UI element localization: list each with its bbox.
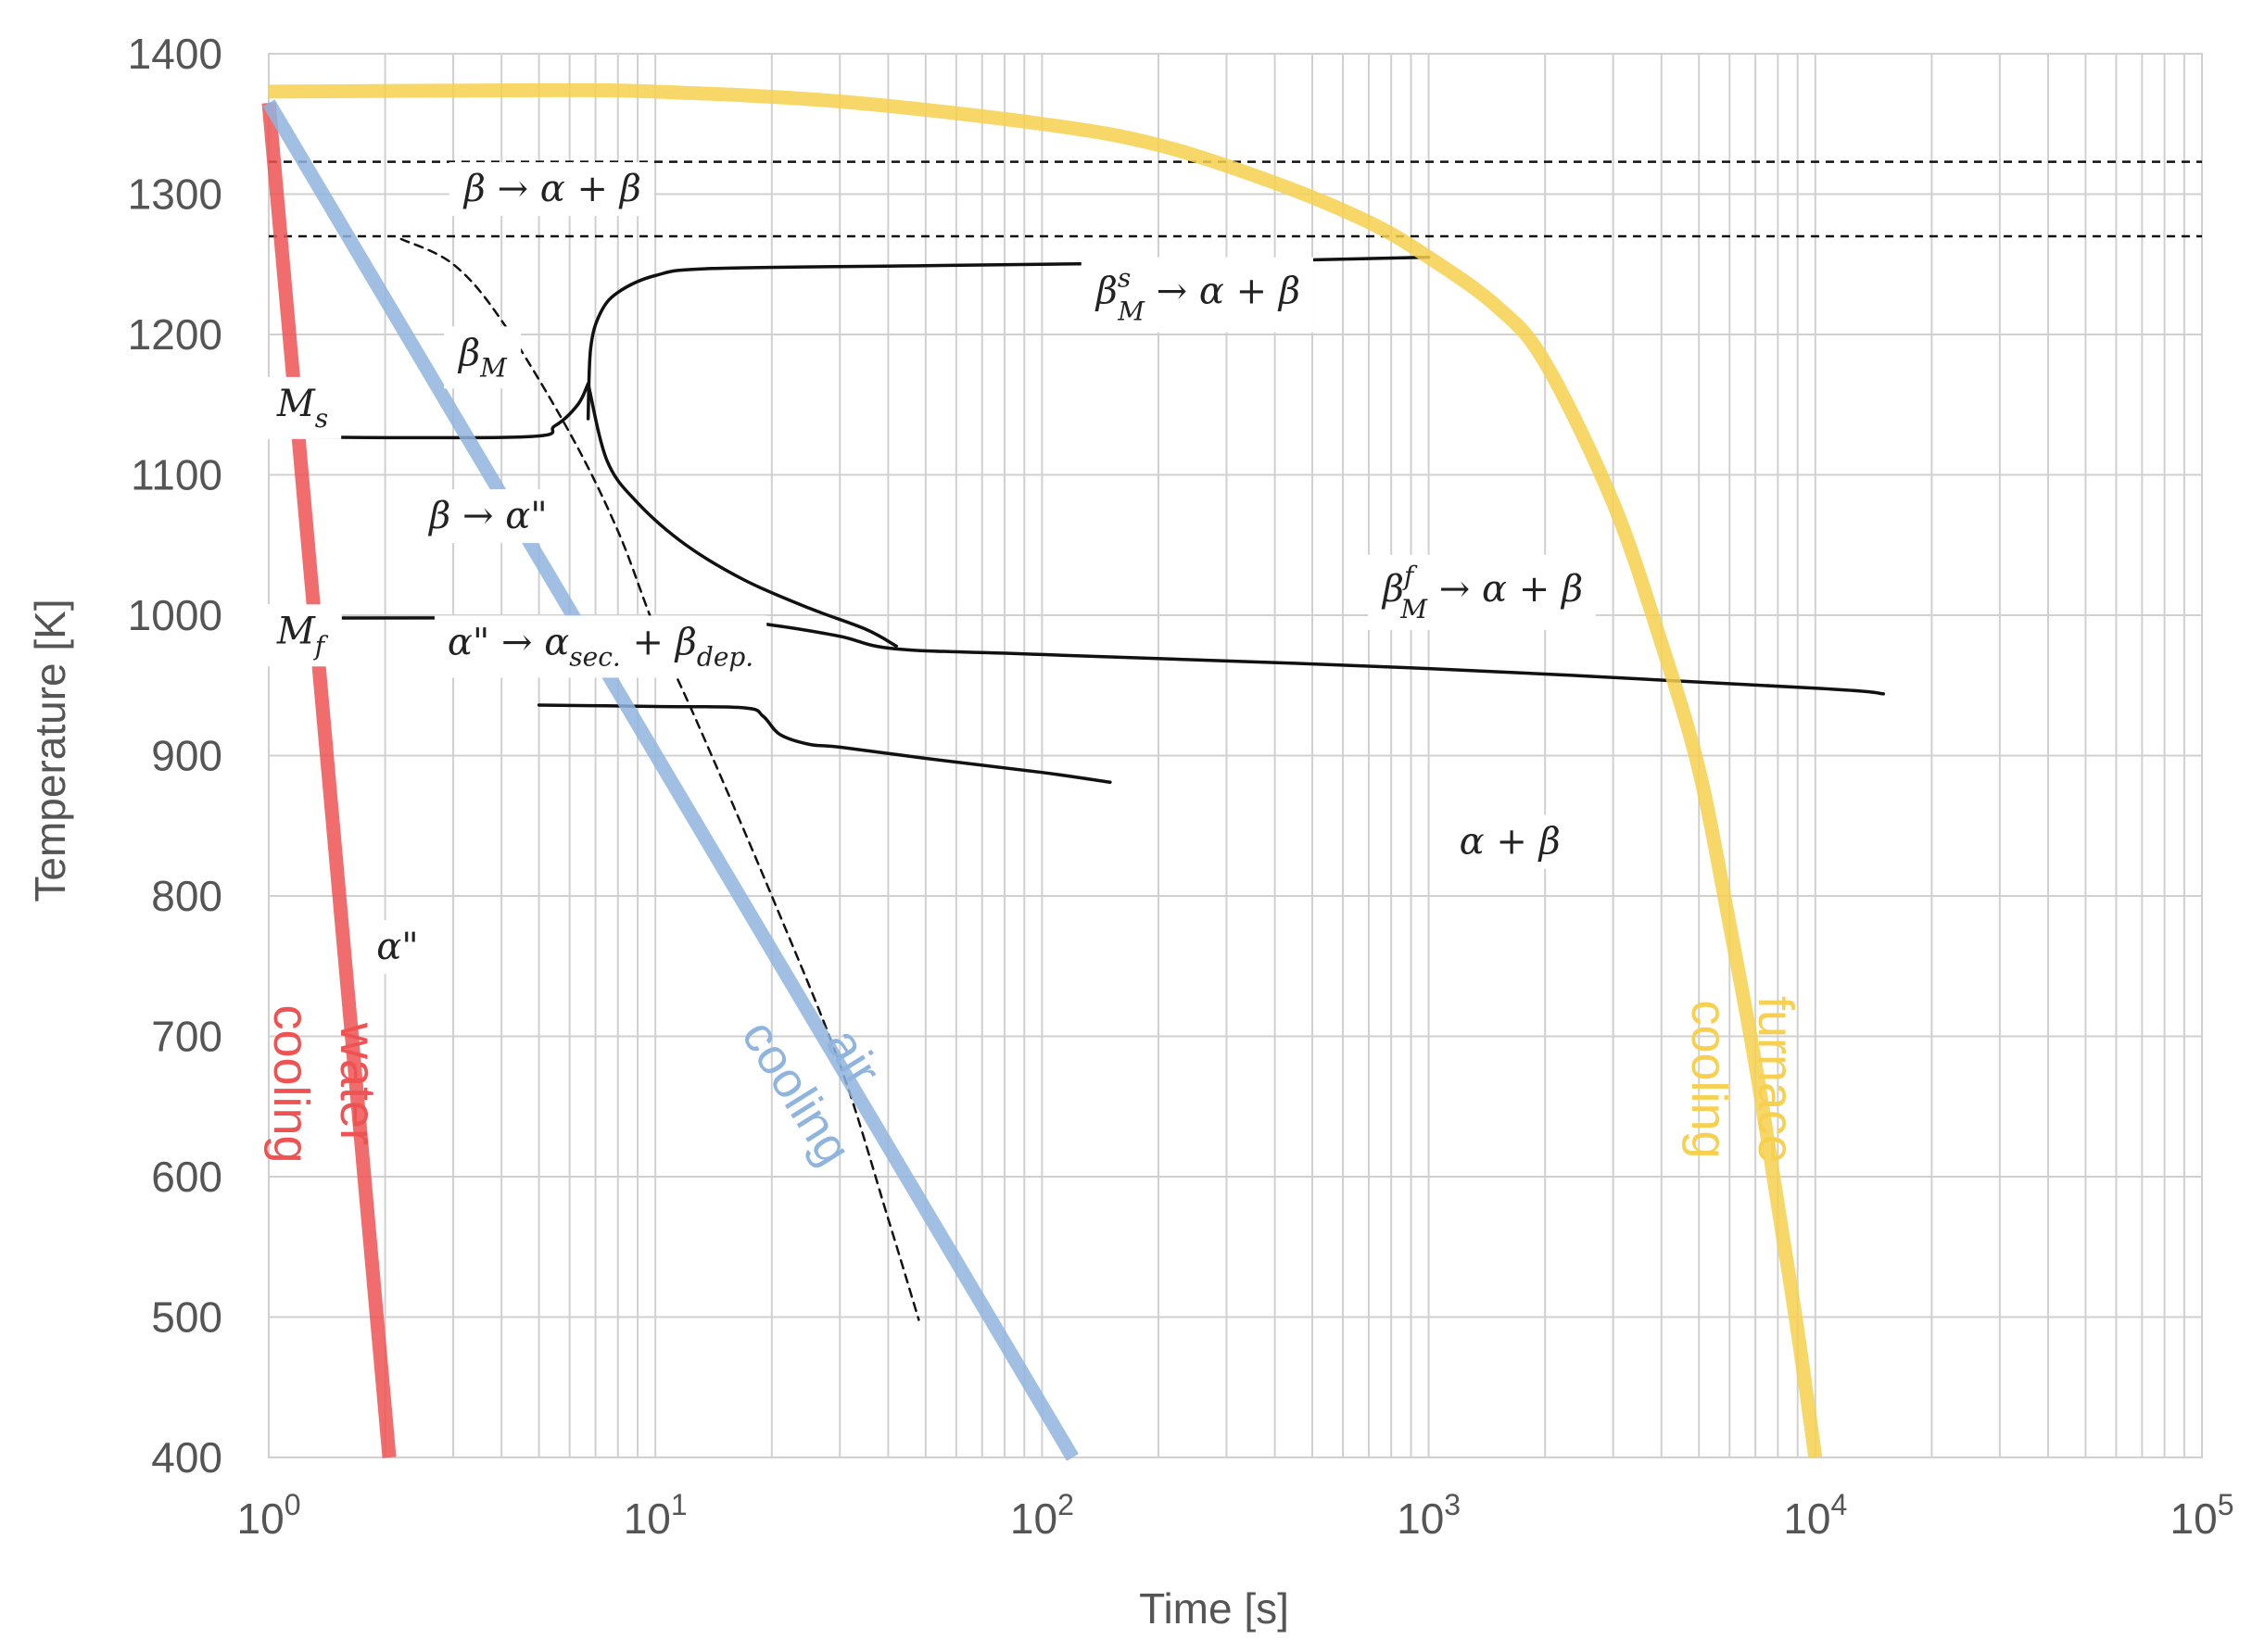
annotation: βs M → α + β xyxy=(1081,257,1313,333)
annotation: β → α" xyxy=(414,489,561,544)
y-tick-labels: 400 500 600 700 800 900 1000 1100 1200 1300 1400 xyxy=(128,30,222,1482)
y-tick-label: 600 xyxy=(151,1153,222,1201)
annotations: β → α + β β → α" α" → αsec. + βdep. α + β α"… xyxy=(262,162,1597,975)
cooling-curve-label-line: furnace xyxy=(1748,996,1803,1163)
annotation-text: α" xyxy=(376,926,418,968)
x-tick-label: 100 xyxy=(237,1488,301,1543)
cooling-curve xyxy=(261,102,397,1458)
annotation-text: Ms xyxy=(276,383,328,434)
annotation: βM xyxy=(443,326,522,389)
x-tick-labels: 100 101 102 103 104 105 xyxy=(237,1488,2234,1543)
annotation-text: β → α + β xyxy=(462,168,641,210)
y-tick-label: 400 xyxy=(151,1433,222,1482)
annotation: β → α + β xyxy=(449,162,654,217)
cooling-curve xyxy=(268,82,1823,1459)
phase-boundaries xyxy=(267,237,1886,1321)
y-tick-label: 800 xyxy=(151,872,222,920)
x-tick-label: 105 xyxy=(2170,1488,2234,1543)
y-tick-label: 1100 xyxy=(131,451,222,499)
x-tick-label: 102 xyxy=(1010,1488,1074,1543)
annotation: α + β xyxy=(1446,814,1574,869)
annotation-text: α + β xyxy=(1460,821,1561,864)
annotation: α" → αsec. + βdep. xyxy=(434,615,767,678)
y-tick-label: 1400 xyxy=(128,30,222,78)
annotation: βf M → α + β xyxy=(1367,554,1597,630)
annotation-text: βM xyxy=(457,332,508,383)
annotation: Mf xyxy=(262,604,342,667)
x-tick-label: 101 xyxy=(624,1488,688,1543)
y-tick-label: 700 xyxy=(151,1013,222,1061)
y-axis-title: Temperature [K] xyxy=(26,599,74,902)
cooling-curve-label-line: cooling xyxy=(1681,1000,1737,1158)
cooling-curves xyxy=(261,82,1823,1461)
y-tick-label: 1200 xyxy=(128,310,222,359)
y-tick-label: 500 xyxy=(151,1293,222,1342)
boundary-line xyxy=(537,703,1112,785)
annotation-text: βf M → α + β xyxy=(1381,561,1583,624)
boundary-line xyxy=(586,382,898,649)
cooling-curve xyxy=(262,99,1079,1461)
grid xyxy=(268,53,2203,1458)
annotation-text: α" → αsec. + βdep. xyxy=(448,621,753,672)
y-tick-label: 1300 xyxy=(128,170,222,219)
boundary-line xyxy=(267,382,590,440)
annotation: α" xyxy=(363,920,432,975)
y-tick-label: 1000 xyxy=(128,591,222,639)
annotation-text: βs M → α + β xyxy=(1094,263,1300,327)
y-tick-label: 900 xyxy=(151,732,222,780)
x-tick-label: 103 xyxy=(1397,1488,1461,1543)
cooling-curve-label-line: water xyxy=(330,1022,386,1145)
x-tick-label: 104 xyxy=(1783,1488,1847,1543)
annotation-text: β → α" xyxy=(427,495,547,537)
x-axis-title: Time [s] xyxy=(1139,1584,1289,1633)
annotation: Ms xyxy=(262,376,342,439)
cooling-curve-label-line: cooling xyxy=(263,1004,319,1163)
